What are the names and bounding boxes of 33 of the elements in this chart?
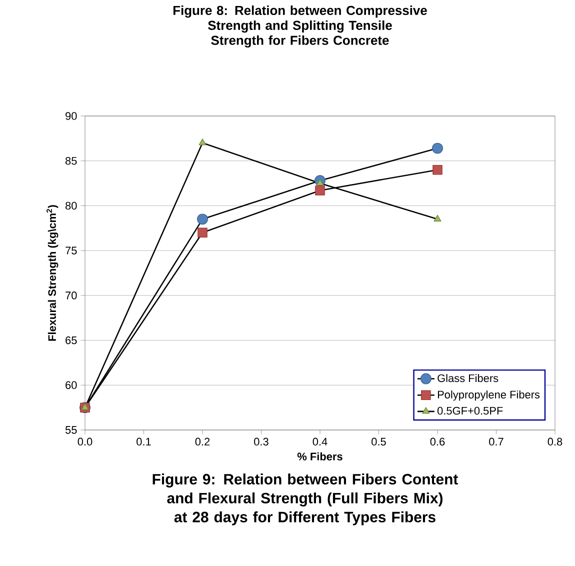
x-tick-label: 0.4 [312, 438, 328, 446]
text: Figure 9: Relation between Fibers Content and Flexural Strength (Full Fibers Mix) at 28 days for Different Types Fibers [152, 474, 458, 526]
legend-label: Glass Fibers [438, 374, 498, 382]
x-tick-label: 0.5 [372, 438, 386, 446]
point [81, 403, 89, 410]
point [432, 164, 442, 175]
y-tick-label: 85 [66, 156, 77, 165]
y-tick-label: 60 [66, 381, 77, 390]
x-tick-label: 0.7 [489, 438, 504, 446]
y-tick-label: 65 [66, 336, 77, 344]
point [197, 214, 208, 225]
x-tick-label: 0.2 [195, 438, 210, 446]
x-tick-label: 0.0 [78, 438, 92, 446]
legend-label: Polypropylene Fibers [438, 390, 540, 401]
x-tick-label: 0.1 [136, 438, 151, 446]
x-tick-label: 0.3 [254, 438, 268, 446]
y-tick-label: 90 [66, 112, 77, 120]
y-tick-label: 70 [66, 292, 77, 300]
x-tick-label: 0.6 [430, 438, 445, 446]
x-axis-title: % Fibers [297, 452, 342, 460]
point [434, 214, 442, 222]
y-tick-label: 55 [65, 426, 77, 434]
y-tick-label: 75 [66, 246, 77, 254]
y-axis-title: Flexural Strength (kg\cm$^{2}$) [46, 205, 58, 341]
point [432, 142, 443, 154]
point [198, 228, 208, 238]
y-tick-label: 80 [66, 202, 77, 210]
point [198, 138, 206, 146]
legend-label: 0.5GF+0.5PF [437, 406, 503, 415]
point [315, 186, 325, 196]
caption: Figure 8: Relation between Compressive Strength and Splitting Tensile Strength for Fibers Concrete [173, 6, 427, 48]
point [316, 179, 324, 186]
x-tick-label: 0.8 [548, 438, 562, 446]
